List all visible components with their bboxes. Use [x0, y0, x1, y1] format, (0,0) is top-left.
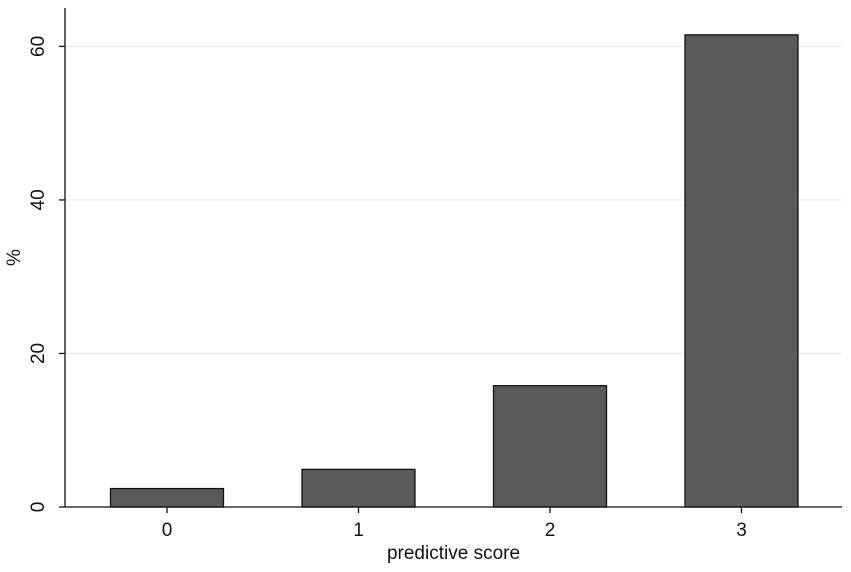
- x-tick-label: 2: [545, 520, 556, 541]
- y-tick-label: 0: [28, 502, 49, 513]
- bar-0: [109, 487, 225, 508]
- bar-2: [492, 385, 608, 508]
- x-tick-label: 3: [736, 520, 747, 541]
- y-tick-label: 60: [28, 36, 49, 57]
- y-tick-labels: 0 20 40 60: [28, 36, 49, 512]
- x-tick-label: 0: [162, 520, 173, 541]
- x-tick-label: 1: [353, 520, 364, 541]
- x-tick-labels: 0 1 2 3: [162, 520, 747, 541]
- y-axis-title: %: [4, 249, 25, 266]
- bars: [109, 34, 799, 508]
- axes: [59, 8, 842, 513]
- y-tick-label: 20: [28, 343, 49, 364]
- y-tick-label: 40: [28, 189, 49, 210]
- bar-1: [301, 468, 416, 508]
- bar-3: [684, 34, 799, 508]
- x-axis-title: predictive score: [387, 543, 520, 564]
